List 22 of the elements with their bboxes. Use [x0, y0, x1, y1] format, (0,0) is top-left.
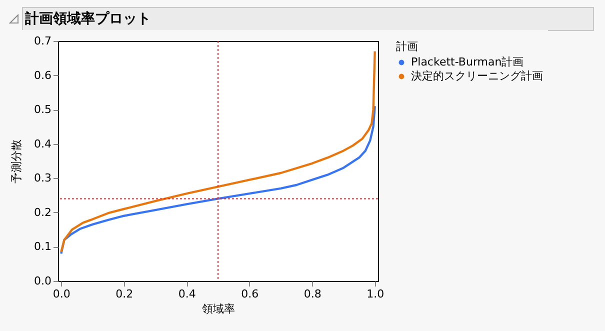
x-tick-label: 1.0	[366, 288, 384, 300]
y-tick-label: 0.5	[34, 103, 52, 116]
line-series	[60, 105, 376, 255]
legend-label: 決定的スクリーニング計画	[411, 70, 543, 82]
y-tick-label: 0.6	[34, 68, 52, 82]
y-tick-label: 0.0	[34, 274, 52, 288]
chart-title: 計画領域率プロット	[25, 10, 151, 28]
line-series	[60, 50, 376, 253]
y-tick-label: 0.2	[34, 206, 52, 219]
y-tick-label: 0.4	[34, 137, 52, 150]
y-tick-label: 0.1	[34, 240, 52, 254]
x-tick-label: 0.6	[241, 288, 259, 300]
x-axis-title: 領域率	[202, 302, 235, 316]
x-tick-label: 0.4	[178, 288, 196, 300]
x-tick-label: 0.0	[52, 288, 70, 300]
y-tick-label: 0.7	[34, 34, 52, 48]
y-tick-label: 0.3	[34, 172, 52, 185]
x-tick-label: 0.2	[116, 288, 134, 300]
legend-title: 計画	[396, 40, 418, 53]
x-tick-label: 0.8	[304, 288, 322, 300]
y-axis-title: 予測分散	[10, 140, 24, 184]
legend-label: Plackett-Burman計画	[411, 56, 524, 68]
